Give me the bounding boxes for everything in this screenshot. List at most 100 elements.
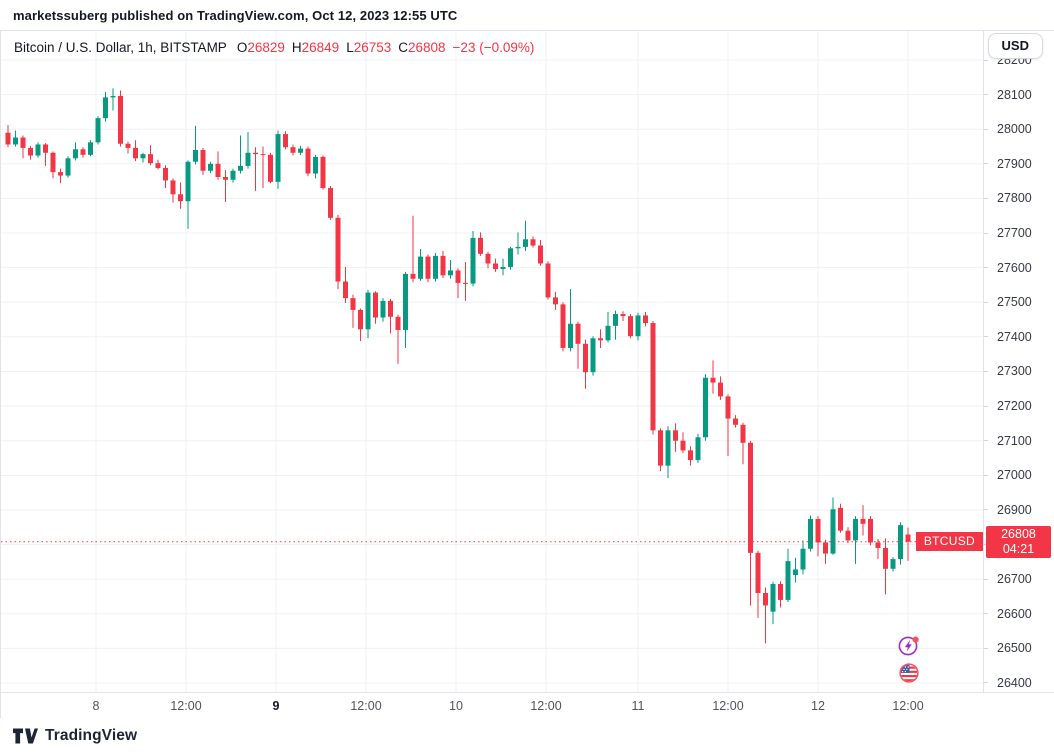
candle-body bbox=[328, 188, 333, 218]
candle-body bbox=[313, 156, 318, 174]
price-axis-label: 26700 bbox=[997, 572, 1032, 587]
candle-body bbox=[260, 154, 266, 156]
candle-body bbox=[620, 314, 626, 317]
candle-body bbox=[898, 525, 903, 560]
candle-body bbox=[695, 437, 701, 461]
price-axis-label: 26400 bbox=[997, 675, 1032, 690]
candle-body bbox=[403, 273, 408, 330]
us-flag-event-icon[interactable] bbox=[898, 662, 920, 684]
candle-body bbox=[890, 559, 896, 569]
lightning-event-icon[interactable] bbox=[898, 635, 920, 657]
candle-body bbox=[845, 530, 851, 541]
candle-body bbox=[605, 325, 611, 341]
price-axis-label: 27200 bbox=[997, 399, 1032, 414]
candle-body bbox=[733, 418, 738, 425]
candle-body bbox=[388, 300, 393, 317]
candle-body bbox=[170, 180, 176, 195]
price-axis-tick bbox=[984, 613, 988, 615]
price-axis-label: 27400 bbox=[997, 329, 1032, 344]
legend-change: −23 (−0.09%) bbox=[452, 39, 535, 55]
price-axis-tick bbox=[984, 370, 988, 372]
candle-body bbox=[545, 263, 551, 298]
tradingview-logo-icon bbox=[13, 728, 38, 744]
candle-body bbox=[418, 256, 423, 279]
candle-body bbox=[553, 297, 558, 305]
price-axis-tick bbox=[984, 509, 988, 511]
candle-body bbox=[613, 314, 618, 326]
candle-body bbox=[358, 309, 363, 330]
currency-toggle-button[interactable]: USD bbox=[987, 33, 1043, 59]
price-axis-label: 26600 bbox=[997, 606, 1032, 621]
candle-body bbox=[80, 149, 86, 155]
candle-body bbox=[58, 172, 63, 176]
candle-body bbox=[688, 450, 693, 461]
candle-body bbox=[568, 323, 573, 348]
candle-body bbox=[440, 255, 446, 276]
price-axis-label: 27700 bbox=[997, 226, 1032, 241]
footer-brand-bar: TradingView bbox=[0, 718, 1054, 753]
candle-body bbox=[155, 163, 161, 168]
price-axis-label: 28000 bbox=[997, 122, 1032, 137]
price-axis[interactable]: 28200 28100 28000 27900 27800 27700 27600 27500… bbox=[983, 31, 1054, 692]
candle-body bbox=[478, 237, 483, 254]
candle-body bbox=[455, 270, 461, 283]
candle-body bbox=[20, 137, 26, 148]
candle-body bbox=[823, 542, 828, 554]
candle-body bbox=[298, 148, 303, 153]
price-axis-tick bbox=[984, 405, 988, 407]
candle-body bbox=[275, 134, 281, 182]
candle-body bbox=[28, 147, 33, 156]
candle-body bbox=[320, 156, 326, 189]
candle-body bbox=[508, 248, 513, 267]
attribution-text: marketssuberg published on TradingView.c… bbox=[13, 7, 458, 23]
legend-high: H26849 bbox=[291, 39, 340, 55]
candle-body bbox=[433, 255, 438, 279]
price-axis-label: 26500 bbox=[997, 641, 1032, 656]
time-axis-label: 8 bbox=[92, 699, 100, 713]
candle-body bbox=[110, 95, 116, 98]
candle-body bbox=[343, 281, 348, 299]
time-axis-label: 12:00 bbox=[530, 699, 562, 713]
candle-body bbox=[350, 298, 356, 310]
candle-body bbox=[808, 518, 813, 549]
price-axis-label: 27100 bbox=[997, 433, 1032, 448]
candle-body bbox=[208, 163, 213, 171]
candle-body bbox=[523, 239, 528, 247]
price-axis-tick bbox=[984, 578, 988, 580]
candle-body bbox=[448, 270, 453, 276]
candle-body bbox=[575, 323, 581, 344]
candle-body bbox=[500, 266, 506, 270]
candle-body bbox=[658, 430, 663, 466]
candlestick-pane[interactable] bbox=[1, 31, 984, 692]
candle-body bbox=[43, 144, 48, 153]
candle-body bbox=[538, 245, 543, 264]
price-axis-label: 27800 bbox=[997, 191, 1032, 206]
candle-body bbox=[590, 338, 596, 373]
candle-body bbox=[725, 396, 731, 419]
candle-body bbox=[470, 237, 476, 284]
time-axis[interactable]: 8 12:00 9 12:00 10 12:00 11 12:00 12 12:00 bbox=[1, 692, 1054, 719]
candle-body bbox=[673, 430, 678, 441]
candle-body bbox=[118, 95, 123, 144]
last-price: 26808 bbox=[1001, 526, 1036, 541]
candle-body bbox=[560, 304, 566, 348]
candle-body bbox=[785, 561, 791, 600]
candle-body bbox=[680, 440, 686, 451]
bar-countdown: 04:21 bbox=[1002, 541, 1035, 556]
candle-body bbox=[830, 509, 836, 554]
price-axis-tick bbox=[984, 647, 988, 649]
time-axis-label: 12:00 bbox=[350, 699, 382, 713]
candle-body bbox=[875, 542, 881, 549]
candle-body bbox=[245, 152, 251, 166]
price-axis-label: 26900 bbox=[997, 502, 1032, 517]
candle-body bbox=[853, 518, 858, 541]
candle-body bbox=[88, 142, 93, 155]
time-axis-label: 9 bbox=[272, 699, 280, 713]
candle-body bbox=[463, 282, 468, 284]
candle-body bbox=[643, 315, 648, 324]
candle-body bbox=[425, 256, 431, 279]
price-axis-tick bbox=[984, 267, 988, 269]
chart-region: Bitcoin / U.S. Dollar, 1h, BITSTAMP O268… bbox=[0, 30, 1054, 719]
candle-body bbox=[133, 147, 138, 159]
